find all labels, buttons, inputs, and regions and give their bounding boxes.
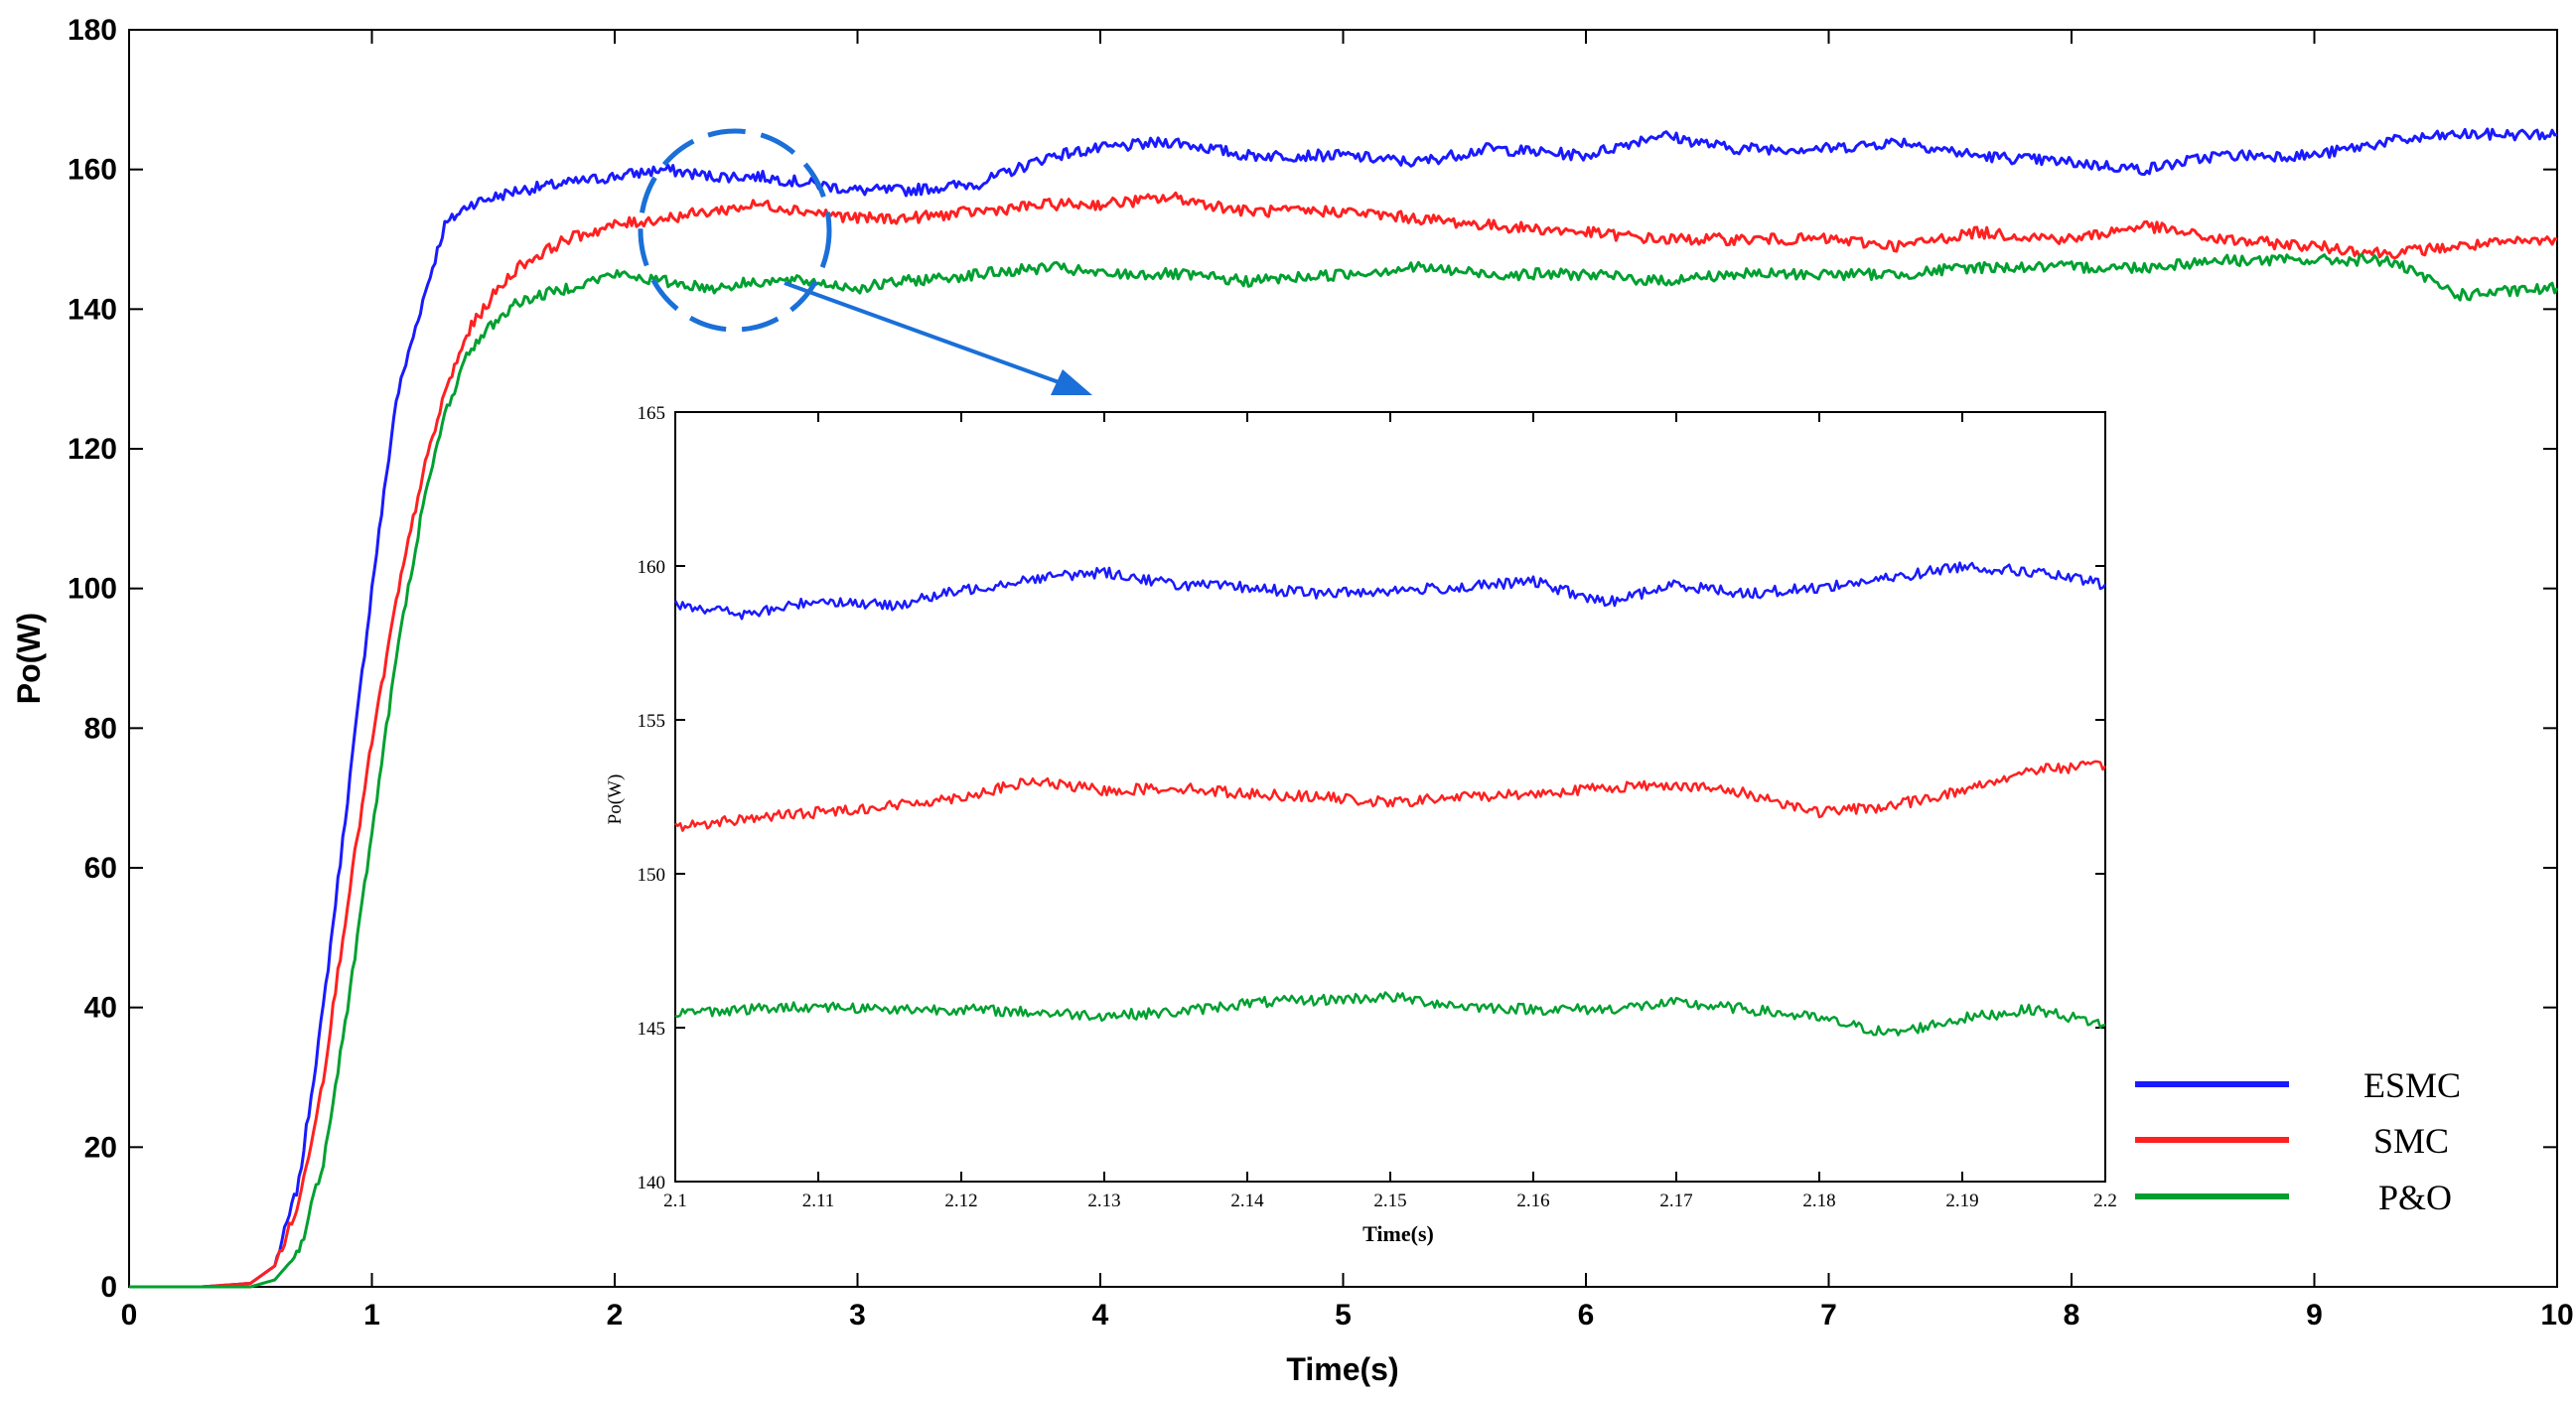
main-ytick-label: 80 bbox=[84, 712, 117, 745]
inset-ytick-label: 150 bbox=[638, 865, 666, 886]
main-series-esmc bbox=[129, 127, 2558, 1289]
inset-plot-frame bbox=[674, 411, 2106, 1183]
main-xtick-label: 4 bbox=[1092, 1299, 1109, 1332]
inset-xtick-label: 2.14 bbox=[1230, 1191, 1264, 1211]
inset-xtick-label: 2.12 bbox=[944, 1191, 977, 1211]
zoom-callout-arrowhead bbox=[1051, 369, 1092, 395]
inset-y-axis-label: Po(W) bbox=[605, 774, 626, 825]
inset-ytick-label: 140 bbox=[638, 1173, 666, 1193]
main-ytick-label: 40 bbox=[84, 992, 117, 1025]
inset-ytick-label: 165 bbox=[638, 403, 666, 424]
main-ytick-label: 180 bbox=[68, 14, 117, 47]
legend-label-smc: SMC bbox=[2373, 1121, 2449, 1161]
inset-xtick-label: 2.16 bbox=[1516, 1191, 1549, 1211]
inset-xtick-label: 2.15 bbox=[1373, 1191, 1406, 1211]
main-ytick-label: 120 bbox=[68, 433, 117, 466]
inset-ytick-label: 155 bbox=[638, 711, 666, 732]
main-xtick-label: 3 bbox=[849, 1299, 866, 1332]
main-xtick-label: 10 bbox=[2540, 1299, 2573, 1332]
legend-label-po: P&O bbox=[2378, 1178, 2452, 1217]
main-ytick-label: 60 bbox=[84, 852, 117, 885]
legend: ESMC SMC P&O bbox=[2135, 1065, 2461, 1217]
zoom-callout-arrow bbox=[784, 281, 1073, 389]
main-y-axis-label: Po(W) bbox=[11, 613, 47, 704]
inset-x-axis-label: Time(s) bbox=[1362, 1221, 1434, 1246]
inset-xtick-label: 2.18 bbox=[1802, 1191, 1835, 1211]
inset-xtick-label: 2.19 bbox=[1945, 1191, 1978, 1211]
inset-series-smc bbox=[674, 760, 2107, 832]
main-xtick-label: 6 bbox=[1578, 1299, 1595, 1332]
main-ytick-label: 0 bbox=[100, 1271, 117, 1304]
inset-ytick-label: 145 bbox=[638, 1019, 666, 1040]
inset-series-po bbox=[674, 991, 2106, 1037]
main-xtick-label: 8 bbox=[2064, 1299, 2080, 1332]
main-ytick-label: 100 bbox=[68, 573, 117, 606]
inset-ytick-label: 160 bbox=[638, 557, 666, 578]
legend-label-esmc: ESMC bbox=[2363, 1065, 2461, 1105]
main-ytick-label: 140 bbox=[68, 293, 117, 326]
main-ytick-label: 160 bbox=[68, 154, 117, 187]
main-ytick-label: 20 bbox=[84, 1131, 117, 1164]
zoom-callout-ellipse bbox=[638, 128, 832, 333]
inset-xtick-label: 2.17 bbox=[1659, 1191, 1692, 1211]
main-xtick-label: 1 bbox=[363, 1299, 380, 1332]
inset-series-esmc bbox=[673, 561, 2106, 621]
inset-xtick-label: 2.1 bbox=[663, 1191, 687, 1211]
inset-xtick-label: 2.11 bbox=[802, 1191, 835, 1211]
main-series-po bbox=[129, 253, 2559, 1289]
main-xtick-label: 5 bbox=[1335, 1299, 1352, 1332]
inset-xtick-label: 2.2 bbox=[2093, 1191, 2117, 1211]
main-xtick-label: 2 bbox=[607, 1299, 624, 1332]
main-xtick-label: 9 bbox=[2306, 1299, 2323, 1332]
main-xtick-label: 7 bbox=[1820, 1299, 1837, 1332]
main-x-axis-label: Time(s) bbox=[1286, 1351, 1398, 1387]
main-xtick-label: 0 bbox=[121, 1299, 138, 1332]
inset-xtick-label: 2.13 bbox=[1087, 1191, 1120, 1211]
main-series-smc bbox=[129, 191, 2558, 1289]
